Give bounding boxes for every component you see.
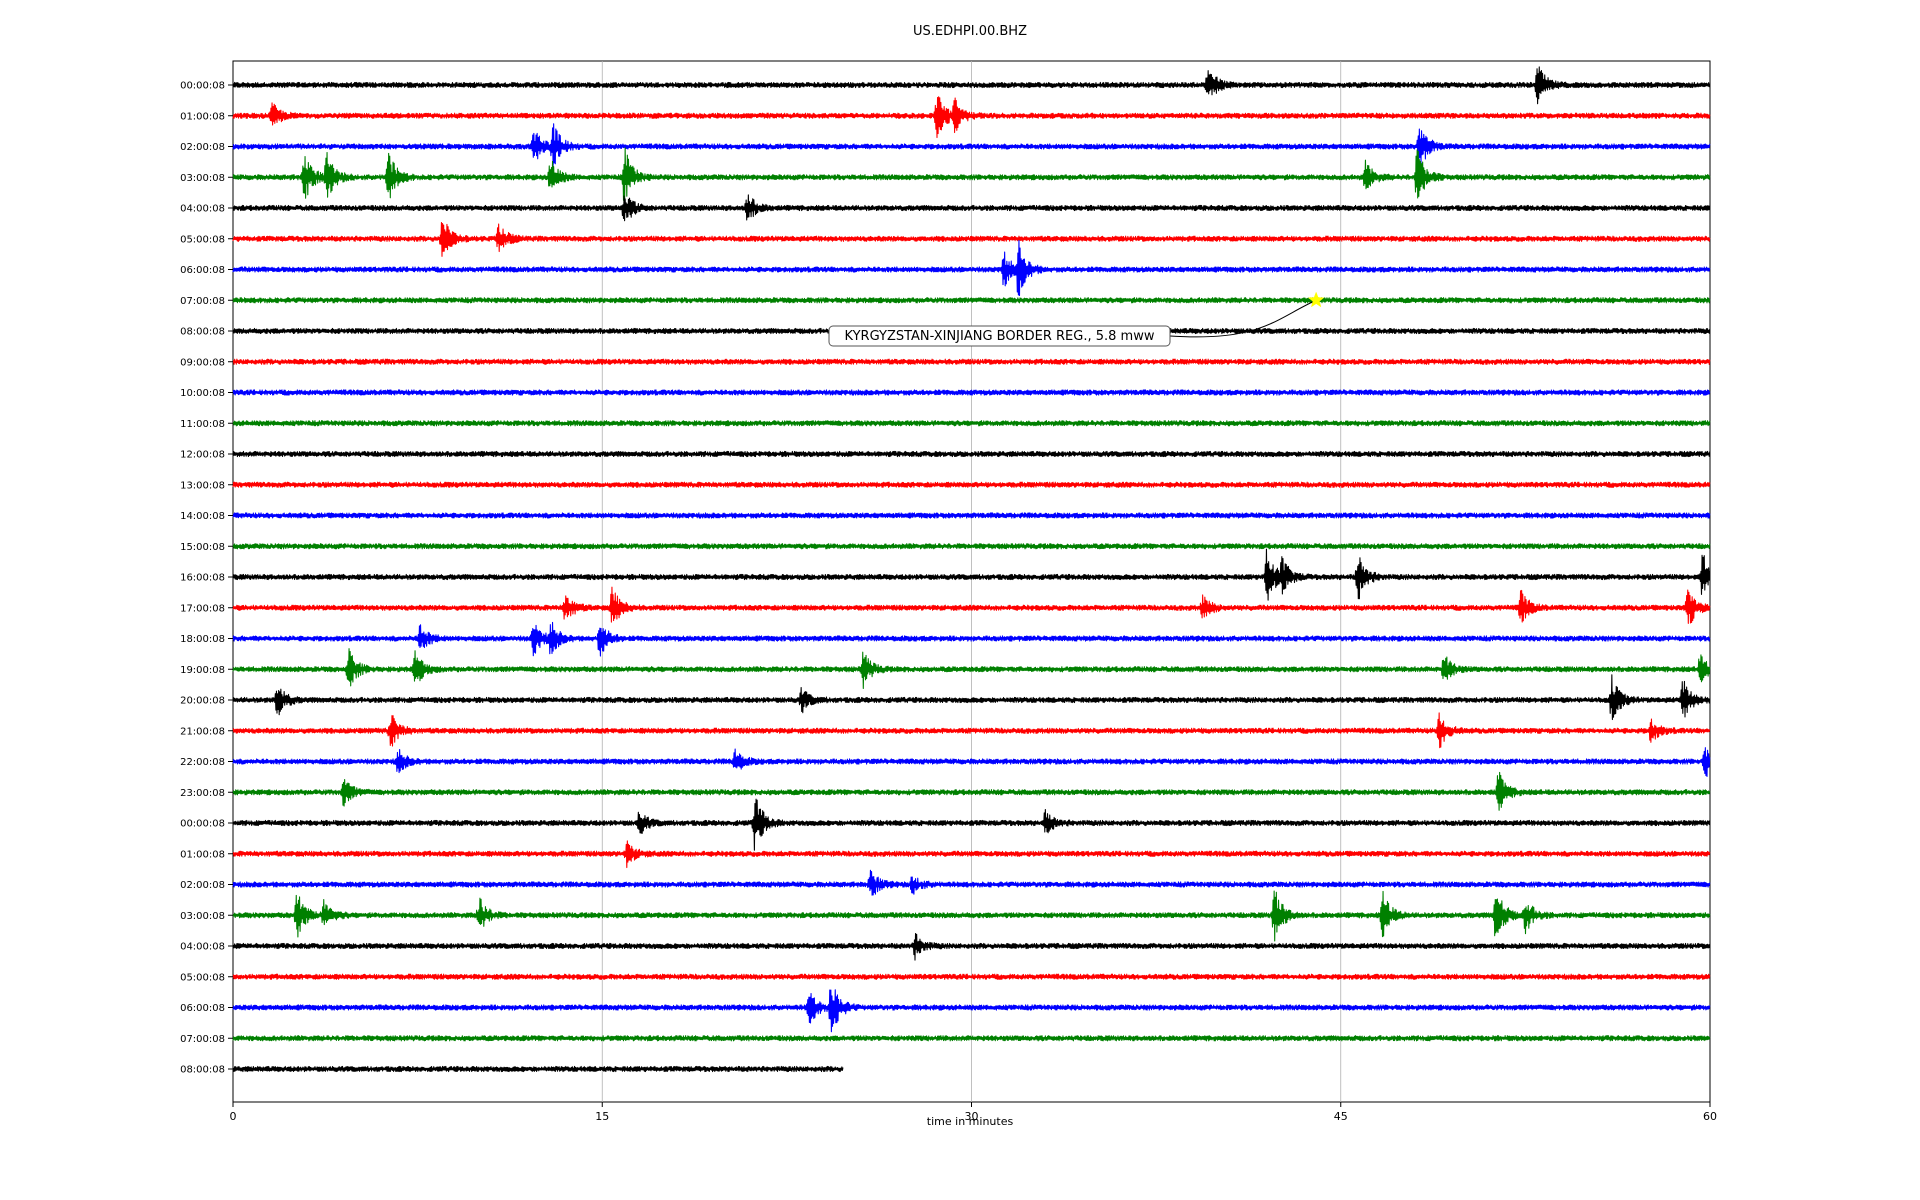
- row-time-label: 06:00:08: [180, 265, 225, 276]
- seismic-trace: [232, 512, 1711, 519]
- row-time-label: 22:00:08: [180, 757, 225, 768]
- seismic-trace: [232, 890, 1711, 942]
- annotation-connector: [1169, 299, 1317, 338]
- seismic-trace: [232, 712, 1711, 749]
- seismic-trace: [232, 389, 1711, 396]
- x-axis-ticks: 0 15 30 45 60: [230, 1102, 1717, 1123]
- row-time-label: 05:00:08: [180, 234, 225, 245]
- seismic-trace: [232, 239, 1711, 297]
- row-time-label: 10:00:08: [180, 388, 225, 399]
- seismic-trace: [232, 621, 1711, 657]
- seismic-trace: [232, 420, 1711, 427]
- seismic-trace: [232, 358, 1711, 365]
- row-time-label: 07:00:08: [180, 296, 225, 307]
- row-time-label: 19:00:08: [180, 665, 225, 676]
- row-time-label: 21:00:08: [180, 726, 225, 737]
- row-time-label: 01:00:08: [180, 111, 225, 122]
- grid-lines: [601, 61, 1342, 1102]
- chart-title: US.EDHPI.00.BHZ: [913, 24, 1027, 39]
- seismic-trace: [232, 989, 1711, 1033]
- seismic-trace: [232, 297, 1711, 304]
- event-star-marker: [1307, 291, 1325, 308]
- trace-group: [232, 66, 1711, 1073]
- seismic-trace: [232, 674, 1711, 721]
- row-time-label: 18:00:08: [180, 634, 225, 645]
- row-time-label: 06:00:08: [180, 1003, 225, 1014]
- seismic-trace: [232, 798, 1711, 851]
- row-time-label: 14:00:08: [180, 511, 225, 522]
- annotation-label: KYRGYZSTAN-XINJIANG BORDER REG., 5.8 mww: [845, 329, 1155, 344]
- row-time-label: 00:00:08: [180, 819, 225, 830]
- seismic-trace: [232, 481, 1711, 488]
- row-time-label: 03:00:08: [180, 911, 225, 922]
- row-time-label: 20:00:08: [180, 696, 225, 707]
- seismic-trace: [232, 586, 1711, 624]
- seismic-trace: [232, 221, 1711, 257]
- row-time-label: 13:00:08: [180, 480, 225, 491]
- row-time-label: 15:00:08: [180, 542, 225, 553]
- event-annotation: KYRGYZSTAN-XINJIANG BORDER REG., 5.8 mww: [828, 291, 1325, 347]
- x-tick-label: 15: [595, 1110, 609, 1123]
- seismic-trace: [232, 648, 1711, 690]
- row-time-label: 17:00:08: [180, 603, 225, 614]
- seismic-trace: [232, 771, 1711, 811]
- row-time-label: 05:00:08: [180, 972, 225, 983]
- seismic-trace: [232, 747, 1711, 778]
- x-axis-label: time in minutes: [927, 1115, 1014, 1128]
- row-time-label: 01:00:08: [180, 849, 225, 860]
- seismic-trace: [232, 973, 1711, 980]
- seismic-trace: [232, 1035, 1711, 1042]
- row-time-labels: 00:00:08 01:00:08 02:00:08 03:00:08 04:00:08…: [180, 81, 233, 1076]
- seismic-trace: [232, 932, 1711, 961]
- row-time-label: 08:00:08: [180, 1065, 225, 1076]
- row-time-label: 11:00:08: [180, 419, 225, 430]
- row-time-label: 12:00:08: [180, 450, 225, 461]
- seismic-trace: [232, 1065, 844, 1073]
- seismic-trace: [232, 96, 1711, 139]
- seismic-trace: [232, 543, 1711, 550]
- row-time-label: 02:00:08: [180, 880, 225, 891]
- seismic-trace: [232, 869, 1711, 896]
- row-time-label: 02:00:08: [180, 142, 225, 153]
- seismic-trace: [232, 123, 1711, 169]
- row-time-label: 04:00:08: [180, 204, 225, 215]
- row-time-label: 08:00:08: [180, 327, 225, 338]
- row-time-label: 23:00:08: [180, 788, 225, 799]
- seismic-trace: [232, 147, 1711, 207]
- row-time-label: 16:00:08: [180, 573, 225, 584]
- x-tick-label: 0: [230, 1110, 237, 1123]
- seismic-trace: [232, 194, 1711, 222]
- row-time-label: 04:00:08: [180, 942, 225, 953]
- seismic-trace: [232, 548, 1711, 601]
- row-time-label: 09:00:08: [180, 357, 225, 368]
- row-time-label: 03:00:08: [180, 173, 225, 184]
- seismic-trace: [232, 450, 1711, 458]
- x-tick-label: 30: [965, 1110, 979, 1123]
- annotation-box: [828, 325, 1171, 347]
- x-tick-label: 45: [1334, 1110, 1348, 1123]
- row-time-label: 00:00:08: [180, 81, 225, 92]
- seismic-trace: [232, 840, 1711, 869]
- row-time-label: 07:00:08: [180, 1034, 225, 1045]
- x-tick-label: 60: [1703, 1110, 1717, 1123]
- seismic-trace: [232, 66, 1711, 105]
